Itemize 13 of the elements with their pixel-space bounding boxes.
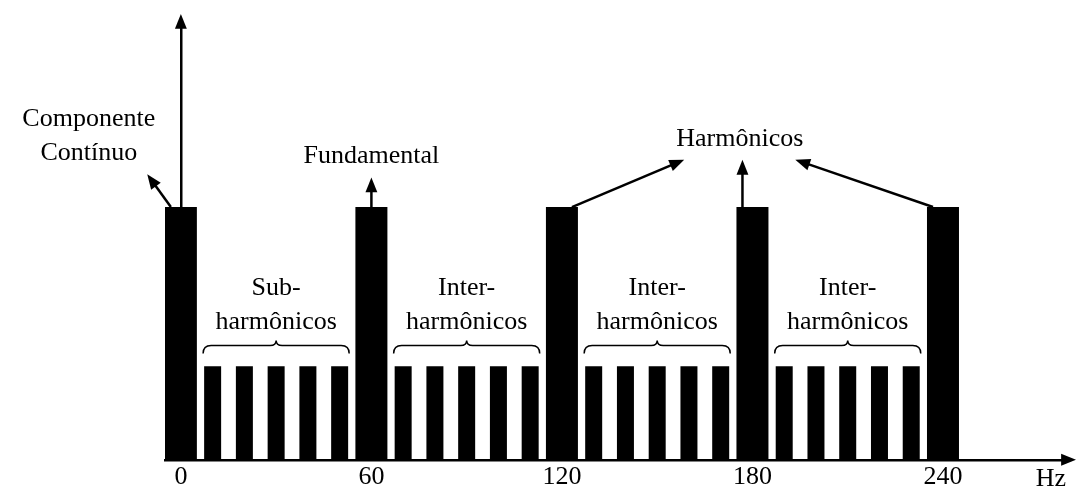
x-tick-label: 60: [358, 461, 385, 491]
annotation: Inter-harmônicos: [787, 272, 909, 336]
x-axis-title: Hz: [1035, 462, 1066, 492]
x-tick-label: 0: [174, 461, 188, 491]
text: Componente Contínuo: [22, 103, 156, 167]
annotation: Sub-harmônicos: [215, 272, 337, 336]
text: Harmônicos: [676, 122, 804, 152]
annotation: Inter-harmônicos: [406, 272, 528, 336]
x-tick-label: 120: [542, 461, 582, 491]
x-tick-label: 240: [923, 461, 963, 491]
text: Fundamental: [303, 140, 440, 170]
annotation: Inter-harmônicos: [596, 272, 718, 336]
x-tick-label: 180: [732, 461, 772, 491]
